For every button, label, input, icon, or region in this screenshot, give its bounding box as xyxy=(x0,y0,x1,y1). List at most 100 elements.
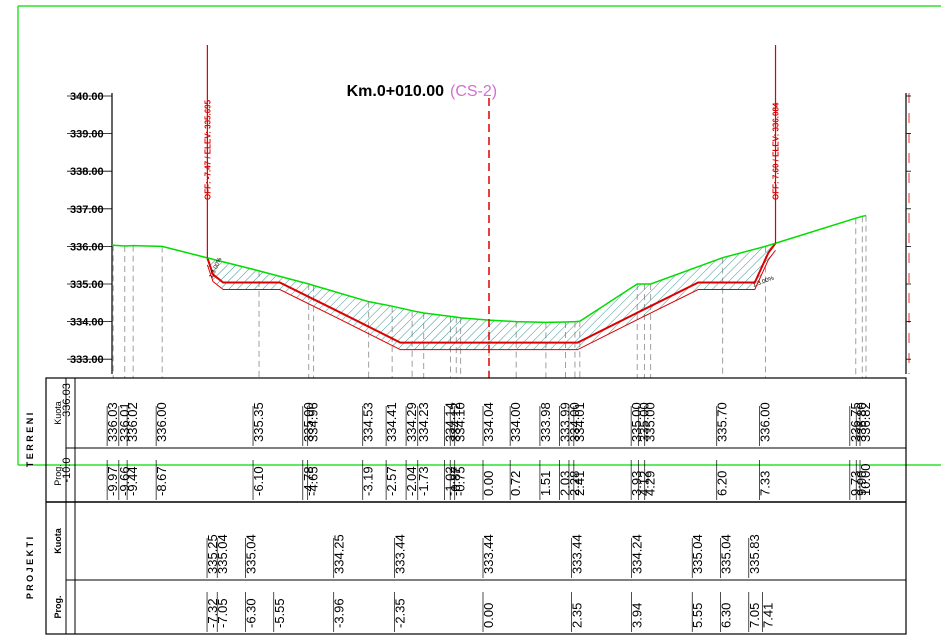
terreni-prog-cell: -6.10 xyxy=(251,466,266,496)
terreni-kuota-cell: 334.29 xyxy=(404,402,419,442)
terreni-prog-cell: -9.97 xyxy=(105,466,120,496)
terreni-kuota-cell: 334.00 xyxy=(567,402,582,442)
projekti-kuota-cell: 335.04 xyxy=(215,534,230,574)
terreni-prog-cell: -1.73 xyxy=(416,466,431,496)
terreni-kuota-cell: 333.98 xyxy=(538,402,553,442)
projekti-prog-cell: 7.05 xyxy=(747,603,762,628)
terreni-kuota-cell: 334.04 xyxy=(481,402,496,442)
terreni-prog-first: -10.0 xyxy=(61,457,73,482)
terreni-kuota-cell: 336.03 xyxy=(105,402,120,442)
projekti-prog-cell: 6.30 xyxy=(719,603,734,628)
terreni-prog-cell: -8.67 xyxy=(154,466,169,496)
projekti-kuota-cell: 335.04 xyxy=(690,534,705,574)
terreni-prog-cell: 4.29 xyxy=(643,471,658,496)
terreni-kuota-cell: 336.82 xyxy=(858,402,873,442)
terreni-prog-cell: -2.57 xyxy=(384,466,399,496)
projekti-kuota-cell: 335.04 xyxy=(719,534,734,574)
terreni-kuota-cell: 334.23 xyxy=(416,402,431,442)
elevation-label: 339.00 xyxy=(70,129,104,141)
section-code: (CS-2) xyxy=(450,83,497,100)
terreni-kuota-cell: 334.12 xyxy=(448,402,463,442)
projekti-kuota-cell: 333.44 xyxy=(570,534,585,574)
terreni-kuota-cell: 334.96 xyxy=(306,402,321,442)
terreni-prog-cell: 0.00 xyxy=(481,471,496,496)
projekti-kuota-header: Kuota xyxy=(53,527,63,553)
terreni-prog-cell: -0.75 xyxy=(453,466,468,496)
terreni-prog-cell: 2.28 xyxy=(567,471,582,496)
terreni-prog-cell: -4.78 xyxy=(301,466,316,496)
elevation-label: 337.00 xyxy=(70,204,104,216)
terreni-prog-cell: 0.72 xyxy=(508,471,523,496)
terreni-prog-cell: 1.51 xyxy=(538,471,553,496)
table-border xyxy=(45,377,907,635)
projekti-prog-cell: 0.00 xyxy=(481,603,496,628)
projekti-kuota-cell: 334.24 xyxy=(630,534,645,574)
terreni-kuota-header: Kuota xyxy=(53,401,63,425)
terreni-kuota-cell: 335.00 xyxy=(301,402,316,442)
projekti-prog-cell: 2.35 xyxy=(570,603,585,628)
terreni-kuota-first: 336.03 xyxy=(61,383,73,417)
offset-marker-left: OFF: -7.47 / ELEV: 335.695 xyxy=(203,45,212,258)
terreni-kuota-cell: 336.75 xyxy=(848,402,863,442)
projekti-prog-cell: -7.05 xyxy=(215,598,230,628)
elevation-label: 336.00 xyxy=(70,241,104,253)
offset-marker-right-label: OFF: 7.60 / ELEV: 336.084 xyxy=(772,102,781,200)
profile-data-table: T E R R E N I P R O J E K T I Kuota Prog. Ku… xyxy=(25,377,907,635)
terreni-prog-cell: 6.20 xyxy=(715,471,730,496)
plot-frame xyxy=(111,93,910,374)
terreni-kuota-cell: 335.70 xyxy=(715,402,730,442)
terreni-kuota-cell: 336.02 xyxy=(125,402,140,442)
terreni-prog-cell: 2.41 xyxy=(572,471,587,496)
projekti-group-label: P R O J E K T I xyxy=(25,537,35,599)
terreni-kuota-cell: 336.01 xyxy=(117,402,132,442)
terreni-kuota-cell: 335.00 xyxy=(629,402,644,442)
projekti-prog-cell: 7.41 xyxy=(760,603,775,628)
cut-hatch-area xyxy=(207,243,776,350)
projekti-prog-cell: 3.94 xyxy=(630,603,645,628)
terreni-group-label: T E R R E N I xyxy=(25,413,35,468)
terreni-prog-cell: -0.87 xyxy=(448,466,463,496)
projekti-prog-cell: -5.55 xyxy=(272,598,287,628)
projekti-kuota-cell: 335.83 xyxy=(747,534,762,574)
terreni-kuota-cell: 335.00 xyxy=(643,402,658,442)
terreni-kuota-cell: 334.01 xyxy=(572,402,587,442)
terreni-kuota-cell: 334.53 xyxy=(361,402,376,442)
terreni-kuota-cell: 336.00 xyxy=(154,402,169,442)
offset-marker-left-label: OFF: -7.47 / ELEV: 335.695 xyxy=(203,99,212,200)
projekti-prog-cell: -2.35 xyxy=(392,598,407,628)
terreni-kuota-cell: 335.00 xyxy=(636,402,651,442)
projekti-kuota-cell: 334.25 xyxy=(332,534,347,574)
terreni-kuota-cell: 335.35 xyxy=(251,402,266,442)
elevation-label: 334.00 xyxy=(70,317,104,329)
elevation-label: 333.00 xyxy=(70,354,104,366)
terreni-prog-cell: -4.65 xyxy=(306,466,321,496)
projekti-kuota-cell: 333.44 xyxy=(481,534,496,574)
terreni-kuota-cell: 334.41 xyxy=(384,402,399,442)
projekti-kuota-cell: 335.04 xyxy=(243,534,258,574)
terreni-prog-cell: 10.00 xyxy=(858,463,873,496)
projekti-prog-cell: -3.96 xyxy=(332,598,347,628)
terreni-prog-cell: -9.44 xyxy=(125,466,140,496)
terreni-prog-header: Prog. xyxy=(53,464,63,486)
terreni-prog-cell: -3.19 xyxy=(361,466,376,496)
offset-marker-right: OFF: 7.60 / ELEV: 336.084 xyxy=(772,45,781,244)
projekti-prog-cell: -7.32 xyxy=(205,598,220,628)
terreni-prog-cell: -9.66 xyxy=(117,466,132,496)
terreni-kuota-cell: 334.10 xyxy=(453,402,468,442)
terreni-prog-cell: 3.93 xyxy=(629,471,644,496)
elevation-label: 335.00 xyxy=(70,279,104,291)
projekti-prog-cell: -6.30 xyxy=(243,598,258,628)
terreni-prog-cell: -2.04 xyxy=(404,466,419,496)
terreni-prog-cell: 4.12 xyxy=(636,471,651,496)
terreni-prog-cell: 9.73 xyxy=(848,471,863,496)
elevation-label: 338.00 xyxy=(70,166,104,178)
projekti-prog-header: Prog. xyxy=(53,595,63,618)
section-title: Km.0+010.00 xyxy=(347,83,445,100)
elevation-label: 340.00 xyxy=(70,91,104,103)
projekti-kuota-cell: 335.25 xyxy=(205,534,220,574)
terreni-kuota-cell: 334.00 xyxy=(508,402,523,442)
terreni-kuota-cell: 336.80 xyxy=(854,402,869,442)
design-profile-line xyxy=(206,242,777,344)
terreni-kuota-cell: 336.00 xyxy=(757,402,772,442)
